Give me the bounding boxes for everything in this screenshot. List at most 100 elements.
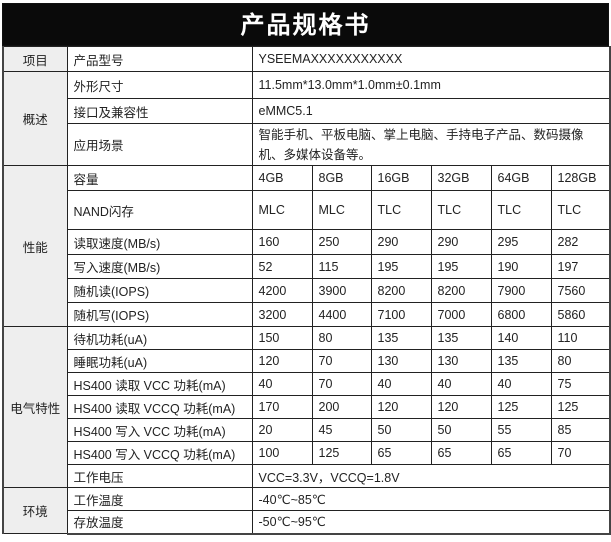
value-cell: 80	[311, 326, 372, 350]
section-label: 项目	[2, 46, 68, 72]
row-value: YSEEMAXXXXXXXXXXX	[251, 46, 611, 72]
table-row: 随机读(IOPS) 4200 3900 8200 8200 7900 7560	[3, 278, 611, 303]
section-label: 概述	[2, 71, 68, 166]
row-label: 读取速度(MB/s)	[66, 229, 253, 255]
row-label: 应用场景	[66, 123, 253, 166]
value-cell: 50	[430, 418, 492, 442]
value-cell: 40	[430, 372, 492, 396]
value-cell: 290	[370, 229, 432, 255]
value-cell: 65	[490, 441, 552, 465]
row-value: -50℃~95℃	[251, 510, 611, 535]
table-row: 电气特性 待机功耗(uA) 150 80 135 135 140 110	[2, 326, 611, 488]
value-cell: 125	[550, 395, 611, 419]
value-cell: 190	[490, 254, 552, 279]
value-cell: 135	[430, 326, 492, 350]
value-cell: 65	[370, 441, 432, 465]
row-label: 待机功耗(uA)	[66, 326, 253, 350]
value-cell: 120	[370, 395, 432, 419]
value-cell: 140	[490, 326, 552, 350]
table-row: 项目 产品型号 YSEEMAXXXXXXXXXXX	[2, 46, 611, 72]
value-cell: 4400	[311, 302, 372, 327]
value-cell: MLC	[311, 190, 372, 230]
value-cell: 8GB	[311, 165, 372, 191]
page-title: 产品规格书	[2, 3, 609, 46]
value-cell: 5860	[550, 302, 611, 327]
value-cell: 100	[251, 441, 313, 465]
value-cell: 50	[370, 418, 432, 442]
value-cell: 200	[311, 395, 372, 419]
section-label: 电气特性	[2, 326, 68, 488]
value-cell: 120	[430, 395, 492, 419]
value-cell: 135	[490, 349, 552, 373]
table-row: HS400 写入 VCC 功耗(mA) 20 45 50 50 55 85	[3, 418, 611, 442]
table-row: 接口及兼容性 eMMC5.1	[3, 98, 611, 124]
value-cell: 70	[311, 349, 372, 373]
value-cell: 3200	[251, 302, 313, 327]
value-cell: 85	[550, 418, 611, 442]
value-cell: 32GB	[430, 165, 492, 191]
value-cell: 16GB	[370, 165, 432, 191]
value-cell: 150	[251, 326, 313, 350]
value-cell: 115	[311, 254, 372, 279]
row-label: 随机读(IOPS)	[66, 278, 253, 303]
value-cell: 40	[490, 372, 552, 396]
table-row: 写入速度(MB/s) 52 115 195 195 190 197	[3, 254, 611, 279]
row-label: 工作电压	[66, 464, 253, 488]
row-label: HS400 写入 VCC 功耗(mA)	[66, 418, 253, 442]
value-cell: 55	[490, 418, 552, 442]
value-cell: 70	[311, 372, 372, 396]
value-cell: 130	[430, 349, 492, 373]
value-cell: 75	[550, 372, 611, 396]
table-row: HS400 读取 VCC 功耗(mA) 40 70 40 40 40 75	[3, 372, 611, 396]
value-cell: 45	[311, 418, 372, 442]
table-row: 环境 工作温度 -40℃~85℃	[2, 487, 611, 534]
section-label: 环境	[2, 487, 68, 534]
value-cell: 6800	[490, 302, 552, 327]
row-label: HS400 读取 VCCQ 功耗(mA)	[66, 395, 253, 419]
row-label: 外形尺寸	[66, 71, 253, 99]
value-cell: 4GB	[251, 165, 313, 191]
value-cell: 120	[251, 349, 313, 373]
value-cell: 110	[550, 326, 611, 350]
row-label: 随机写(IOPS)	[66, 302, 253, 327]
row-label: HS400 写入 VCCQ 功耗(mA)	[66, 441, 253, 465]
value-cell: 130	[370, 349, 432, 373]
section-label: 性能	[2, 165, 68, 327]
table-row: 应用场景 智能手机、平板电脑、掌上电脑、手持电子产品、数码摄像机、多媒体设备等。	[3, 123, 611, 166]
row-value: -40℃~85℃	[251, 487, 611, 511]
table-row: NAND闪存 MLC MLC TLC TLC TLC TLC	[3, 190, 611, 230]
value-cell: MLC	[251, 190, 313, 230]
table-row: 存放温度 -50℃~95℃	[3, 510, 611, 535]
table-row: 读取速度(MB/s) 160 250 290 290 295 282	[3, 229, 611, 255]
row-label: 睡眠功耗(uA)	[66, 349, 253, 373]
value-cell: 7000	[430, 302, 492, 327]
value-cell: TLC	[550, 190, 611, 230]
value-cell: 7560	[550, 278, 611, 303]
value-cell: 125	[490, 395, 552, 419]
row-label: 产品型号	[66, 46, 253, 72]
row-label: 工作温度	[66, 487, 253, 511]
value-cell: 250	[311, 229, 372, 255]
value-cell: TLC	[490, 190, 552, 230]
row-label: 写入速度(MB/s)	[66, 254, 253, 279]
value-cell: 295	[490, 229, 552, 255]
table-row: HS400 读取 VCCQ 功耗(mA) 170 200 120 120 125 125	[3, 395, 611, 419]
row-value: 11.5mm*13.0mm*1.0mm±0.1mm	[251, 71, 611, 99]
spec-table: 项目 产品型号 YSEEMAXXXXXXXXXXX 概述 外形尺寸 11.5mm*13.0…	[2, 46, 611, 535]
value-cell: 128GB	[550, 165, 611, 191]
value-cell: 195	[370, 254, 432, 279]
spec-sheet: 产品规格书 项目 产品型号 YSEEMAXXXXXXXXXXX 概述 外形尺寸 11.5m…	[2, 3, 611, 535]
value-cell: 125	[311, 441, 372, 465]
table-row: 睡眠功耗(uA) 120 70 130 130 135 80	[3, 349, 611, 373]
value-cell: 52	[251, 254, 313, 279]
row-value: VCC=3.3V，VCCQ=1.8V	[251, 464, 611, 488]
value-cell: 160	[251, 229, 313, 255]
value-cell: TLC	[430, 190, 492, 230]
row-value: 智能手机、平板电脑、掌上电脑、手持电子产品、数码摄像机、多媒体设备等。	[251, 123, 611, 166]
value-cell: 135	[370, 326, 432, 350]
value-cell: 3900	[311, 278, 372, 303]
value-cell: 8200	[430, 278, 492, 303]
value-cell: 170	[251, 395, 313, 419]
value-cell: 20	[251, 418, 313, 442]
row-label: HS400 读取 VCC 功耗(mA)	[66, 372, 253, 396]
